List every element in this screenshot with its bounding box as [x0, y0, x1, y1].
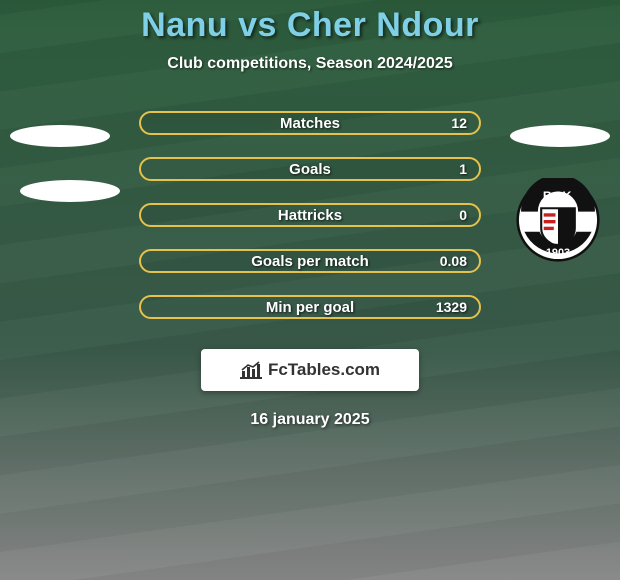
subtitle: Club competitions, Season 2024/2025 — [0, 55, 620, 73]
brand-text: FcTables.com — [268, 360, 380, 380]
club-placeholder-left-1 — [10, 125, 110, 147]
stat-label: Min per goal — [266, 299, 354, 316]
badge-top-text: BJK — [543, 190, 573, 204]
stat-bar-goals: Goals 1 — [139, 157, 481, 181]
date-text: 16 january 2025 — [0, 411, 620, 429]
stat-value: 1 — [459, 161, 467, 177]
stat-bar-hattricks: Hattricks 0 — [139, 203, 481, 227]
besiktas-badge-icon: BJK 1903 — [516, 178, 600, 262]
stat-value: 1329 — [436, 299, 467, 315]
stat-value: 12 — [451, 115, 467, 131]
chart-icon — [240, 361, 262, 379]
stat-label: Goals per match — [251, 253, 369, 270]
stat-label: Goals — [289, 161, 331, 178]
club-placeholder-right-1 — [510, 125, 610, 147]
stat-bar-matches: Matches 12 — [139, 111, 481, 135]
brand-box[interactable]: FcTables.com — [201, 349, 419, 391]
stat-bar-mpg: Min per goal 1329 — [139, 295, 481, 319]
club-placeholder-left-2 — [20, 180, 120, 202]
stat-value: 0.08 — [440, 253, 467, 269]
page-title: Nanu vs Cher Ndour — [0, 6, 620, 45]
stat-label: Matches — [280, 115, 340, 132]
badge-bottom-text: 1903 — [546, 247, 570, 259]
stat-value: 0 — [459, 207, 467, 223]
stat-label: Hattricks — [278, 207, 342, 224]
stat-bar-gpm: Goals per match 0.08 — [139, 249, 481, 273]
